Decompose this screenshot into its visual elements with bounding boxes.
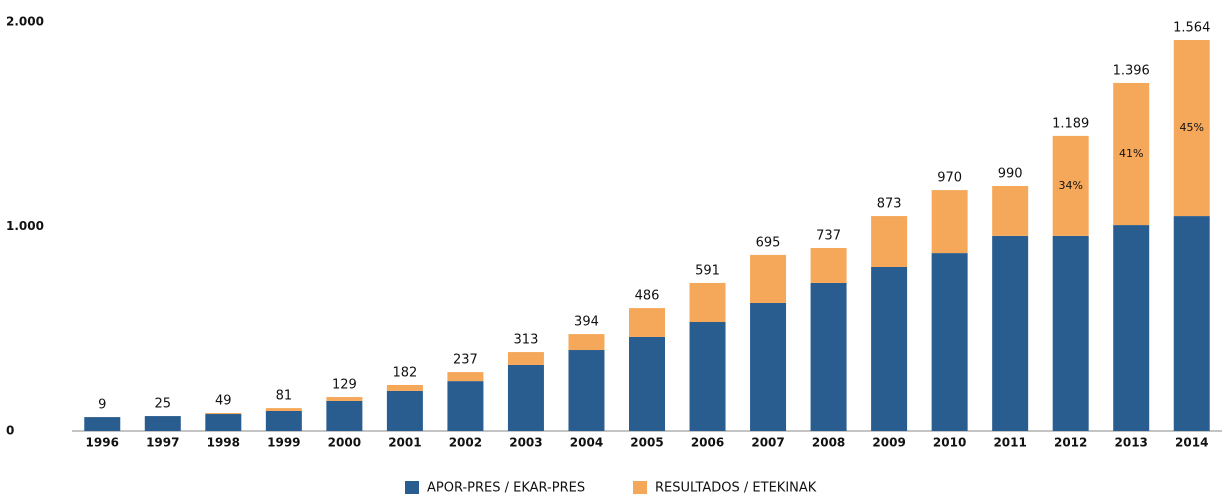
percent-label: 34% [1058, 179, 1082, 192]
total-label: 1.189 [1052, 116, 1089, 131]
x-tick-label: 2004 [570, 436, 603, 450]
bar-segment [992, 186, 1029, 236]
x-tick-label: 2003 [509, 436, 542, 450]
bar-segment [447, 381, 484, 431]
bar-segment [689, 282, 726, 323]
x-tick-label: 1998 [207, 436, 240, 450]
x-tick-label: 2000 [328, 436, 361, 450]
x-tick-label: 1999 [267, 436, 300, 450]
percent-label: 41% [1119, 147, 1143, 160]
bar-segment [689, 322, 726, 431]
bar-segment [931, 190, 968, 254]
total-label: 873 [877, 197, 902, 212]
y-tick-label: 2.000 [6, 15, 44, 29]
total-label: 1.396 [1113, 63, 1150, 78]
x-tick-label: 2005 [630, 436, 663, 450]
total-label: 129 [332, 378, 357, 393]
bar-segment [871, 216, 908, 267]
bar-segment [1052, 135, 1089, 236]
x-tick-label: 2002 [449, 436, 482, 450]
y-tick-label: 0 [6, 424, 14, 438]
total-label: 1.564 [1173, 20, 1210, 35]
bar-segment [205, 413, 242, 415]
x-tick-label: 2013 [1115, 436, 1148, 450]
bar-segment [1173, 39, 1210, 217]
bar-segment [507, 364, 544, 431]
x-tick-label: 1996 [86, 436, 119, 450]
bar-segment [265, 410, 302, 431]
bar-segment [992, 235, 1029, 431]
legend-swatch [633, 481, 647, 494]
x-tick-label: 2009 [872, 436, 905, 450]
total-label: 970 [937, 171, 962, 186]
x-tick-label: 2012 [1054, 436, 1087, 450]
total-label: 695 [756, 235, 781, 250]
bar-segment [507, 352, 544, 365]
bar-segment [629, 336, 665, 431]
total-label: 25 [155, 397, 172, 412]
bar-segment [265, 408, 302, 411]
bar-segment [871, 266, 908, 431]
y-tick-label: 1.000 [6, 219, 44, 233]
x-tick-label: 2014 [1175, 436, 1208, 450]
total-label: 9 [98, 398, 106, 413]
bar-segment [810, 247, 847, 283]
bar-segment [326, 397, 363, 401]
x-tick-label: 2008 [812, 436, 845, 450]
x-tick-label: 1997 [146, 436, 179, 450]
total-label: 49 [215, 394, 232, 409]
total-label: 737 [816, 228, 841, 243]
total-label: 237 [453, 353, 478, 368]
x-tick-label: 2007 [751, 436, 784, 450]
legend-label: APOR-PRES / EKAR-PRES [427, 481, 585, 494]
total-label: 182 [392, 365, 417, 380]
bar-segment [1173, 216, 1210, 431]
bar-segment [205, 414, 242, 431]
total-label: 394 [574, 315, 599, 330]
bar-segment [326, 400, 363, 431]
total-label: 81 [276, 389, 293, 404]
total-label: 591 [695, 263, 720, 278]
bar-segment [1113, 82, 1150, 226]
bar-segment [750, 254, 787, 303]
bar-segment [386, 390, 423, 431]
bar-segment [568, 350, 605, 431]
bar-segment [1052, 235, 1089, 431]
bar-segment [568, 334, 605, 351]
total-label: 313 [514, 333, 539, 348]
bar-segment [629, 308, 665, 337]
bar-segment [386, 384, 423, 391]
legend-swatch [405, 481, 419, 494]
x-tick-label: 2001 [388, 436, 421, 450]
bar-segment [84, 417, 121, 431]
x-tick-label: 2010 [933, 436, 966, 450]
percent-label: 45% [1180, 121, 1204, 134]
bar-segment [447, 372, 484, 382]
bar-segment [144, 416, 181, 431]
bar-segment [931, 253, 968, 431]
total-label: 486 [635, 289, 660, 304]
x-tick-label: 2006 [691, 436, 724, 450]
x-tick-label: 2011 [993, 436, 1026, 450]
legend-label: RESULTADOS / ETEKINAK [655, 481, 817, 494]
bar-segment [1113, 225, 1150, 431]
total-label: 990 [998, 167, 1023, 182]
bar-segment [810, 282, 847, 431]
bar-segment [750, 302, 787, 431]
